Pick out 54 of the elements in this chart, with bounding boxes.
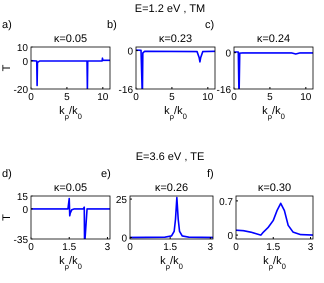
- y-tick-label: -20: [14, 85, 28, 96]
- x-axis-title: k$_{ρ}$/k$_{0}$: [164, 105, 187, 120]
- x-tick-label: 3: [308, 242, 314, 253]
- chart-title: κ=0.23: [158, 33, 192, 45]
- x-tick-label: 3: [208, 242, 214, 253]
- text: e): [101, 168, 111, 180]
- y-tick-label: 0: [22, 57, 28, 68]
- line-series: [31, 57, 110, 89]
- text: b): [107, 19, 117, 31]
- x-axis-title: k$_{ρ}$/k$_{0}$: [262, 105, 285, 120]
- y-tick-label: 0: [227, 231, 234, 242]
- chart-title: κ=0.05: [54, 182, 88, 194]
- x-axis-title: k$_{ρ}$/k$_{0}$: [160, 255, 183, 270]
- text: f): [207, 168, 214, 180]
- chart-title: κ=0.30: [258, 182, 292, 194]
- x-tick-label: 5: [64, 92, 70, 103]
- y-tick-label: 0: [225, 48, 232, 60]
- x-axis-title: k$_{ρ}$/k$_{0}$: [59, 255, 82, 270]
- chart-title: κ=0.24: [256, 33, 290, 45]
- x-axis-title: k$_{ρ}$/k$_{0}$: [263, 255, 286, 270]
- x-tick-label: 1.5: [62, 242, 77, 253]
- x-tick-label: 10: [97, 92, 109, 103]
- x-tick-label: 1.5: [163, 242, 178, 253]
- text: a): [2, 19, 12, 31]
- y-tick-label: -35: [14, 235, 28, 246]
- x-tick-label: 10: [202, 92, 214, 103]
- y-tick-label: 0: [127, 46, 134, 58]
- y-tick-label: -16: [216, 85, 232, 96]
- y-axis-title: T: [1, 64, 13, 72]
- y-tick-label: 0: [121, 233, 128, 244]
- x-tick-label: 5: [169, 92, 176, 103]
- line-series: [136, 49, 215, 89]
- x-tick-label: 5: [267, 92, 274, 103]
- x-tick-label: 3: [104, 242, 111, 253]
- line-series: [130, 196, 213, 238]
- chart-title: κ=0.26: [154, 182, 188, 194]
- x-tick-label: 1.5: [266, 242, 281, 253]
- text: E=3.6 eV , TE: [136, 151, 204, 163]
- line-series: [234, 51, 313, 89]
- x-axis-title: k$_{ρ}$/k$_{0}$: [59, 105, 82, 120]
- y-tick-label: 0: [22, 204, 28, 216]
- y-tick-label: 15: [16, 192, 28, 203]
- y-tick-label: -16: [118, 85, 134, 96]
- line-series: [31, 198, 110, 239]
- y-tick-label: 0.7: [219, 196, 234, 208]
- text: E=1.2 eV , TM: [134, 3, 206, 15]
- text: d): [2, 168, 12, 180]
- chart-title: κ=0.05: [54, 33, 88, 45]
- line-series: [236, 202, 313, 236]
- x-tick-label: 10: [300, 92, 312, 103]
- y-axis-title: T: [1, 214, 13, 221]
- y-tick-label: 10: [16, 43, 28, 54]
- text: c): [205, 19, 214, 31]
- y-tick-label: 25: [116, 195, 128, 206]
